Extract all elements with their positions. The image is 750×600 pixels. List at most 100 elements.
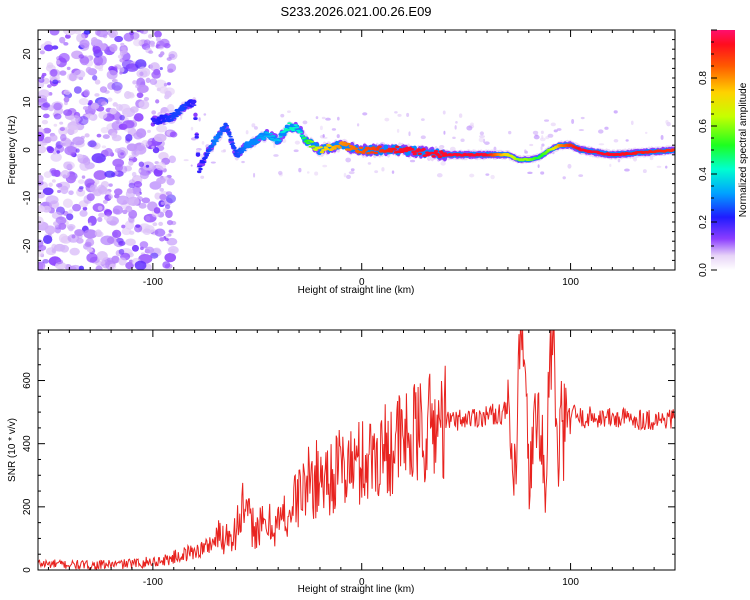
noise-blob [76,237,84,244]
noise-blob [134,224,143,233]
noise-blob [537,164,540,169]
noise-blob [153,133,167,143]
ridge-cell [195,152,201,154]
noise-blob [466,125,473,131]
spectrogram-frame [37,29,676,271]
noise-blob [660,135,664,140]
noise-blob [94,93,100,97]
noise-blob [52,150,57,155]
noise-blob [540,146,543,151]
noise-blob [96,251,108,261]
noise-blob [406,112,410,118]
noise-blob [362,112,368,116]
noise-blob [101,145,107,149]
noise-blob [166,104,175,112]
noise-blob [138,169,142,173]
noise-blob [128,155,135,159]
snr-series-line [38,330,675,570]
ridge-cell [255,141,261,143]
noise-blob [253,172,256,178]
ridge-cell [185,102,191,105]
noise-blob [131,171,137,177]
noise-blob [51,179,56,183]
noise-blob [78,115,89,126]
noise-blob [66,66,71,71]
noise-blob [625,139,629,142]
y-tick-label: -20 [22,238,33,253]
noise-blob [547,133,554,138]
noise-blob [139,241,149,249]
noise-blob [38,145,47,154]
noise-blob [203,113,207,116]
ridge-cell [286,128,291,131]
noise-blob [102,199,108,204]
noise-blob [166,178,175,186]
noise-blob [128,182,136,189]
noise-blob [82,106,89,111]
noise-blob [367,162,372,165]
noise-blob [142,228,152,235]
noise-blob [644,131,648,134]
noise-blob [118,257,127,266]
noise-blob [105,211,111,217]
noise-blob [121,224,126,229]
ridge-cell [306,142,311,145]
noise-blob [62,198,73,208]
noise-blob [91,36,98,44]
noise-blob [567,163,572,169]
noise-blob [656,165,662,168]
ridge-cell [269,137,275,140]
noise-blob [127,93,135,99]
noise-blob [88,222,92,226]
noise-blob [38,174,44,182]
noise-blob [78,265,85,270]
noise-blob [109,108,117,115]
noise-blob [138,101,144,107]
noise-blob [49,30,60,36]
noise-blob [97,186,108,195]
noise-blob [525,150,528,154]
noise-blob [397,113,402,117]
noise-blob [158,221,164,227]
noise-blob [315,116,319,120]
ridge-cell [358,146,364,150]
ridge-cell [361,151,366,154]
noise-blob [540,171,545,175]
noise-blob [58,52,70,63]
ridge-cell [248,145,253,148]
ridge-cell [289,123,295,127]
noise-blob [42,234,53,244]
noise-blob [169,131,178,138]
noise-blob [420,118,425,121]
noise-blob [53,123,58,127]
x-tick-label: 100 [562,577,579,588]
noise-blob [293,149,299,153]
noise-blob [251,123,256,128]
noise-blob [162,261,171,269]
noise-blob [59,127,65,132]
noise-blob [665,119,669,124]
noise-blob [127,196,140,207]
noise-blob [167,68,174,73]
noise-blob [96,133,102,138]
noise-blob [541,143,545,147]
noise-blob [102,34,108,39]
noise-blob [50,152,62,162]
ridge-cell [334,140,340,146]
ridge-cell [193,112,198,117]
noise-blob [633,157,638,162]
noise-blob [45,247,57,256]
noise-blob [147,34,153,39]
noise-blob [164,90,172,98]
ridge-cell [319,150,325,154]
ridge-cell [178,112,183,114]
noise-blob [135,191,141,197]
noise-blob [484,141,490,145]
noise-blob [485,173,490,176]
ridge-cell [373,151,379,155]
noise-blob [116,103,123,111]
noise-blob [478,137,484,143]
noise-blob [578,174,584,177]
noise-blob [55,259,64,265]
